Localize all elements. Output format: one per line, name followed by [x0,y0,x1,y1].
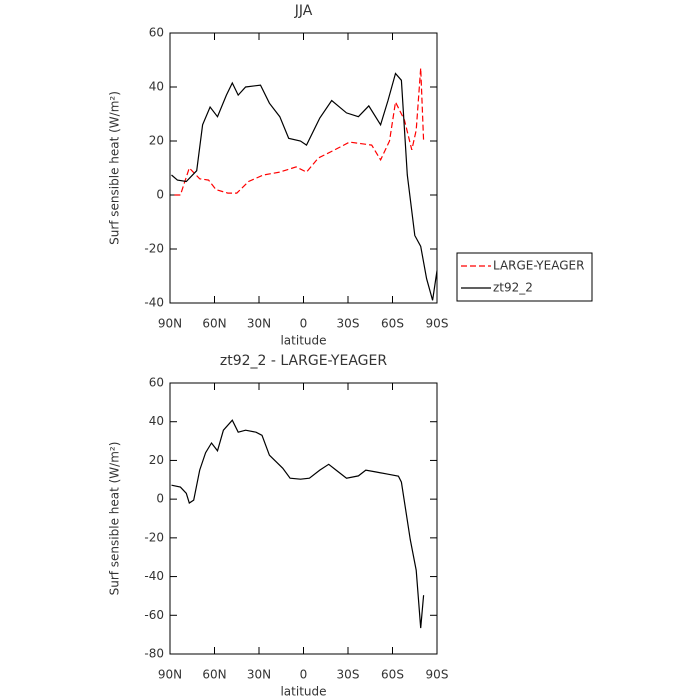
x-tick-label: 90N [158,317,182,331]
x-tick-label: 30N [247,668,271,682]
chart-title: zt92_2 - LARGE-YEAGER [220,353,387,369]
data-line [171,72,438,301]
y-tick-label: -40 [144,296,164,310]
x-tick-label: 0 [300,668,308,682]
legend-label: zt92_2 [493,281,533,295]
x-tick-label: 60N [202,668,226,682]
x-tick-label: 30N [247,317,271,331]
y-tick-label: -80 [144,647,164,661]
x-tick-label: 60N [202,317,226,331]
x-tick-label: 90S [426,668,449,682]
y-tick-label: -40 [144,569,164,583]
y-tick-label: 0 [156,492,164,506]
plot-frame [169,32,438,304]
plot-frame [169,382,438,655]
y-tick-label: 40 [149,414,164,428]
y-tick-label: 60 [149,26,164,40]
y-tick-label: 40 [149,80,164,94]
y-axis-label: Surf sensible heat (W/m²) [108,442,122,596]
y-axis-label: Surf sensible heat (W/m²) [108,91,122,245]
y-tick-label: 20 [149,453,164,467]
data-line [174,68,425,196]
x-tick-label: 30S [337,668,360,682]
x-axis-label: latitude [280,334,326,348]
x-tick-label: 0 [300,317,308,331]
legend-label: LARGE-YEAGER [493,259,584,273]
x-axis-label: latitude [280,685,326,699]
y-tick-label: 20 [149,134,164,148]
chart-title: JJA [294,3,313,19]
x-tick-label: 90N [158,668,182,682]
x-tick-label: 90S [426,317,449,331]
y-tick-label: -20 [144,530,164,544]
y-tick-label: 60 [149,376,164,390]
x-tick-label: 60S [381,317,404,331]
y-tick-label: -20 [144,242,164,256]
x-tick-label: 60S [381,668,404,682]
y-tick-label: -60 [144,608,164,622]
legend-box [456,252,593,302]
y-tick-label: 0 [156,188,164,202]
x-tick-label: 30S [337,317,360,331]
data-line [171,419,425,629]
